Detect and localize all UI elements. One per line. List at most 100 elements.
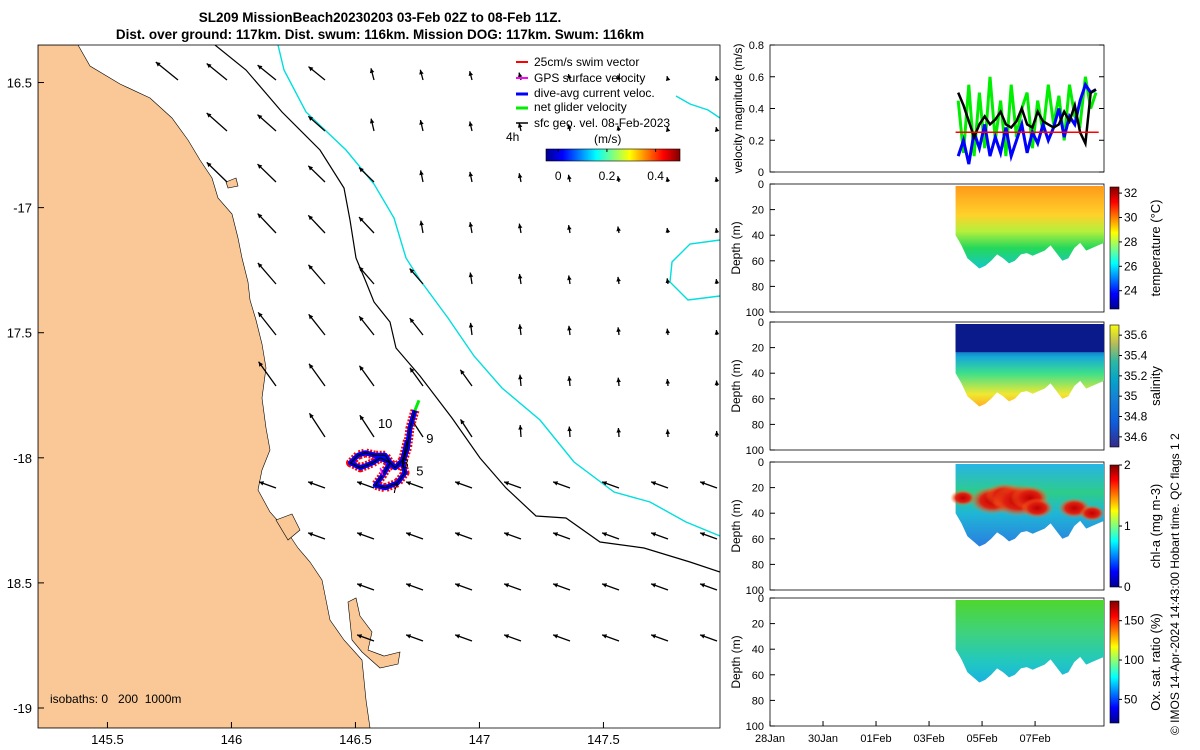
track-day-label: 8 bbox=[401, 456, 408, 471]
velocity-vector-head bbox=[308, 215, 314, 221]
velocity-vector-head bbox=[155, 62, 161, 67]
velocity-vector-head bbox=[258, 312, 263, 318]
velocity-vector bbox=[257, 262, 277, 285]
colorbar-ticks: 0 0.2 0.4 bbox=[555, 149, 664, 183]
velocity-vector-head bbox=[553, 481, 559, 486]
velocity-vector-head bbox=[700, 532, 706, 537]
velocity-vector-head bbox=[308, 165, 314, 171]
velocity-vector-head bbox=[359, 316, 364, 322]
velocity-vector-head bbox=[651, 481, 657, 486]
velocity-vector-head bbox=[468, 171, 474, 177]
velocity-vector-head bbox=[308, 66, 314, 72]
velocity-vector-head bbox=[602, 532, 608, 537]
track-day-label: 7 bbox=[392, 481, 399, 496]
colorbar-tick-label: 0.4 bbox=[647, 169, 664, 183]
legend-label-swim: 25cm/s swim vector bbox=[534, 55, 639, 69]
velocity-vector-head bbox=[406, 481, 412, 486]
legend-label-gps: GPS surface velocity bbox=[534, 71, 645, 85]
section-colorbar-tick-label: 1 bbox=[1124, 519, 1131, 533]
depth-ylabel: Depth (m) bbox=[729, 635, 743, 688]
velocity-vector-head bbox=[308, 314, 314, 320]
section-colorbar-tick-label: 50 bbox=[1124, 692, 1138, 706]
velocity-vector-head bbox=[309, 413, 314, 419]
depth-ylabel: Depth (m) bbox=[729, 359, 743, 412]
velocity-vector-head bbox=[665, 278, 671, 284]
depth-y-tick-label: 20 bbox=[752, 619, 764, 631]
map-y-tick-label: 18.5 bbox=[7, 576, 32, 591]
velocity-vector-head bbox=[357, 481, 363, 486]
velocity-vector-head bbox=[567, 174, 572, 180]
legend-label-sfc: sfc geo. vel. 08-Feb-2023 bbox=[534, 116, 670, 130]
velocity-vector-head bbox=[257, 114, 263, 120]
velocity-ylabel: velocity magnitude (m/s) bbox=[731, 43, 745, 173]
section-colorbar-label: salinity bbox=[1148, 366, 1163, 406]
time-x-tick-label: 01Feb bbox=[860, 733, 891, 745]
velocity-vector-head bbox=[504, 532, 510, 537]
time-x-tick-label: 07Feb bbox=[1019, 733, 1050, 745]
velocity-vector-head bbox=[567, 74, 572, 79]
section-colorbar-label: temperature (°C) bbox=[1148, 200, 1163, 297]
velocity-vector-head bbox=[567, 426, 572, 432]
section-colorbar bbox=[1109, 464, 1120, 588]
velocity-vector-head bbox=[309, 363, 314, 369]
velocity-vector-head bbox=[359, 266, 364, 272]
velocity-vector-head bbox=[651, 532, 657, 537]
velocity-vector-head bbox=[460, 419, 465, 425]
velocity-vector-head bbox=[206, 112, 212, 118]
velocity-vector-head bbox=[359, 365, 364, 371]
track-day-label: 9 bbox=[426, 431, 433, 446]
velocity-vector-head bbox=[406, 634, 412, 639]
depth-y-tick-label: 60 bbox=[752, 534, 764, 546]
velocity-y-tick-label: 0 bbox=[758, 167, 764, 179]
velocity-vector-head bbox=[369, 68, 375, 74]
velocity-vector bbox=[308, 412, 326, 438]
depth-y-tick-label: 100 bbox=[746, 307, 764, 319]
velocity-vector-head bbox=[714, 177, 720, 182]
section-colorbar-label: Ox. sat. ratio (%) bbox=[1148, 613, 1163, 711]
velocity-vector-head bbox=[257, 164, 263, 169]
section-colorbar bbox=[1109, 186, 1120, 310]
depth-y-tick-label: 60 bbox=[752, 394, 764, 406]
section-colorbar-tick-label: 35 bbox=[1124, 389, 1138, 403]
velocity-vector-head bbox=[504, 583, 510, 588]
section-colorbar-tick-label: 32 bbox=[1124, 186, 1138, 200]
island bbox=[347, 597, 401, 669]
velocity-vector-head bbox=[206, 63, 212, 69]
velocity-vector-head bbox=[602, 634, 608, 639]
velocity-vector-head bbox=[616, 226, 621, 232]
velocity-vector-head bbox=[567, 325, 572, 331]
velocity-vector-head bbox=[714, 228, 720, 233]
velocity-vector-head bbox=[616, 176, 621, 181]
velocity-vector-head bbox=[517, 72, 523, 78]
velocity-vector-head bbox=[406, 532, 412, 537]
velocity-vector-head bbox=[357, 583, 363, 588]
island bbox=[225, 177, 239, 189]
depth-y-tick-label: 40 bbox=[752, 508, 764, 520]
velocity-vector-head bbox=[616, 327, 621, 332]
velocity-y-tick-label: 0.2 bbox=[749, 135, 764, 147]
velocity-vector-head bbox=[419, 220, 424, 226]
velocity-vector-head bbox=[206, 162, 212, 168]
section-colorbar-tick-label: 100 bbox=[1124, 653, 1144, 667]
velocity-vector-head bbox=[409, 318, 415, 324]
section-colorbar-tick-label: 150 bbox=[1124, 614, 1144, 628]
velocity-vector-head bbox=[259, 481, 265, 486]
isobath-1000m bbox=[214, 45, 720, 573]
section-colorbar-tick-label: 28 bbox=[1124, 235, 1138, 249]
colorbar-tick-label: 0.2 bbox=[599, 169, 616, 183]
chl-max-patch bbox=[950, 489, 976, 506]
velocity-y-tick-label: 0.6 bbox=[749, 72, 764, 84]
velocity-vector-head bbox=[602, 481, 608, 486]
map-axes: 145.5 146 146.5 147 147.5 16.5 -17 17.5 -18 18.5 -… bbox=[7, 76, 620, 747]
depth-y-tick-label: 80 bbox=[752, 559, 764, 571]
velocity-vector-head bbox=[419, 69, 424, 75]
velocity-series-line bbox=[956, 76, 1098, 157]
time-x-tick-label: 03Feb bbox=[913, 733, 944, 745]
depth-y-tick-label: 0 bbox=[758, 457, 764, 469]
map-x-tick-label: 147 bbox=[469, 732, 491, 747]
velocity-vector-head bbox=[665, 127, 671, 132]
velocity-vector-head bbox=[518, 374, 523, 380]
depth-y-tick-label: 40 bbox=[752, 644, 764, 656]
velocity-vector bbox=[155, 61, 179, 81]
depth-ylabel: Depth (m) bbox=[729, 221, 743, 274]
